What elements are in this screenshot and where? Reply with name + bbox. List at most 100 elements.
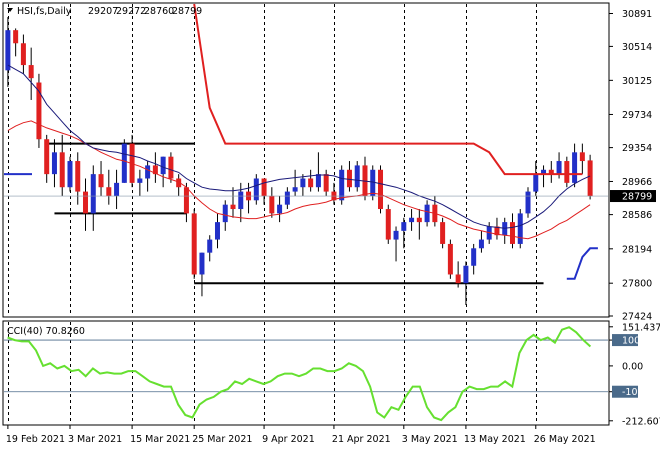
ohlc-high: 29272	[116, 6, 146, 17]
ohlc-close: 28799	[172, 6, 202, 17]
candle-body	[36, 82, 42, 140]
price-pane-frame	[2, 2, 610, 318]
price-tick-label: 27800	[622, 279, 652, 290]
ohlc-open: 29207	[88, 6, 118, 17]
trailing-stop-red	[193, 3, 583, 176]
cci-line	[7, 326, 592, 422]
price-tick-label: 27424	[622, 312, 652, 323]
current-price-label: 28799	[622, 192, 652, 203]
candle-body	[207, 239, 213, 253]
price-tick-label: 30125	[622, 76, 652, 87]
candle-body	[416, 217, 422, 223]
candle-body	[572, 152, 578, 183]
candle-body	[292, 187, 298, 192]
candle-body	[51, 152, 57, 175]
candle-body	[541, 169, 547, 175]
ema_slow-line	[7, 64, 591, 229]
cci-tick-label: -212.607	[622, 416, 660, 427]
candle-body	[277, 204, 283, 214]
price-tick-label: 30514	[622, 42, 652, 53]
triangle-down-icon[interactable]	[7, 8, 13, 12]
candle-body	[191, 213, 197, 275]
cci-label: CCI(40) 70.8260	[7, 326, 85, 337]
candle-body	[230, 204, 236, 210]
cci-level-tag	[612, 334, 638, 347]
candle-body	[385, 209, 391, 240]
candle-body	[463, 265, 469, 284]
candle-body	[478, 239, 484, 249]
candle-body	[579, 152, 585, 162]
candle-body	[323, 174, 329, 192]
candle-body	[346, 169, 352, 188]
candle-body	[533, 174, 539, 192]
candle-body	[20, 43, 26, 66]
candle-body	[145, 165, 151, 179]
time-tick-label: 3 Mar 2021	[68, 434, 122, 445]
time-tick-label: 21 Apr 2021	[332, 434, 391, 445]
candle-body	[253, 178, 259, 201]
candle-body	[393, 230, 399, 240]
candle-body	[447, 243, 453, 275]
candle-body	[315, 174, 321, 188]
price-tick-label: 28966	[622, 177, 652, 188]
candle-body	[238, 191, 244, 210]
candle-body	[339, 169, 345, 201]
time-tick-label: 15 Mar 2021	[130, 434, 190, 445]
candle-body	[44, 139, 50, 175]
candle-body	[222, 204, 228, 223]
cci-tick-label: -100	[622, 387, 644, 398]
candle-body	[509, 222, 515, 244]
time-tick-label: 25 Mar 2021	[192, 434, 252, 445]
cci-pane	[4, 326, 608, 422]
candle-body	[67, 161, 73, 188]
cci-tick-label: 0.00	[622, 361, 643, 372]
price-tick-label: 29354	[622, 143, 652, 154]
candle-body	[424, 204, 430, 223]
candle-body	[168, 156, 174, 179]
candle-body	[587, 160, 593, 197]
ohlc-low: 28760	[144, 6, 174, 17]
candle-body	[261, 178, 267, 196]
cci-axis: 151.4377 100 0.00 -100 -212.607	[609, 322, 660, 427]
price-axis: 30891 30514 30125 29734 29354 28966 28586 28194…	[4, 9, 656, 323]
time-tick-label: 19 Feb 2021	[6, 434, 65, 445]
candle-body	[548, 169, 554, 175]
ema_fast-line	[7, 120, 591, 240]
candle-body	[564, 161, 570, 183]
candle-body	[556, 161, 562, 175]
candle-body	[494, 226, 500, 236]
candle-body	[525, 191, 531, 214]
candle-body	[176, 178, 182, 188]
candle-body	[284, 191, 290, 205]
candle-body	[59, 152, 65, 188]
trailing-stop-blue-end	[566, 247, 598, 280]
candle-body	[300, 178, 306, 188]
candle-body	[370, 169, 376, 196]
price-tick-label: 29734	[622, 110, 652, 121]
candle-body	[121, 143, 127, 183]
price-tick-label: 30891	[622, 9, 652, 20]
candle-body	[5, 30, 11, 71]
candle-body	[28, 65, 34, 79]
candle-body	[160, 156, 166, 175]
candle-body	[152, 165, 158, 175]
grid-lines	[8, 4, 537, 424]
candle-body	[517, 213, 523, 244]
candle-body	[75, 161, 81, 192]
candle-body	[137, 178, 143, 183]
symbol-label: HSI,fs,Daily	[17, 6, 72, 17]
time-axis: 19 Feb 2021 3 Mar 2021 15 Mar 2021 25 Mar 2…	[6, 425, 596, 445]
candle-body	[90, 174, 96, 214]
cci-tick-label: 151.4377	[622, 322, 660, 333]
current-price-tag	[610, 190, 656, 203]
candle-body	[269, 195, 275, 214]
candle-body	[13, 30, 19, 44]
candle-body	[199, 252, 205, 275]
cci-tick-label: 100	[622, 336, 640, 347]
candle-body	[214, 222, 220, 240]
candle-body	[83, 191, 89, 214]
cci-level-tag	[612, 385, 638, 398]
candle-body	[98, 174, 104, 188]
candle-body	[183, 187, 189, 214]
